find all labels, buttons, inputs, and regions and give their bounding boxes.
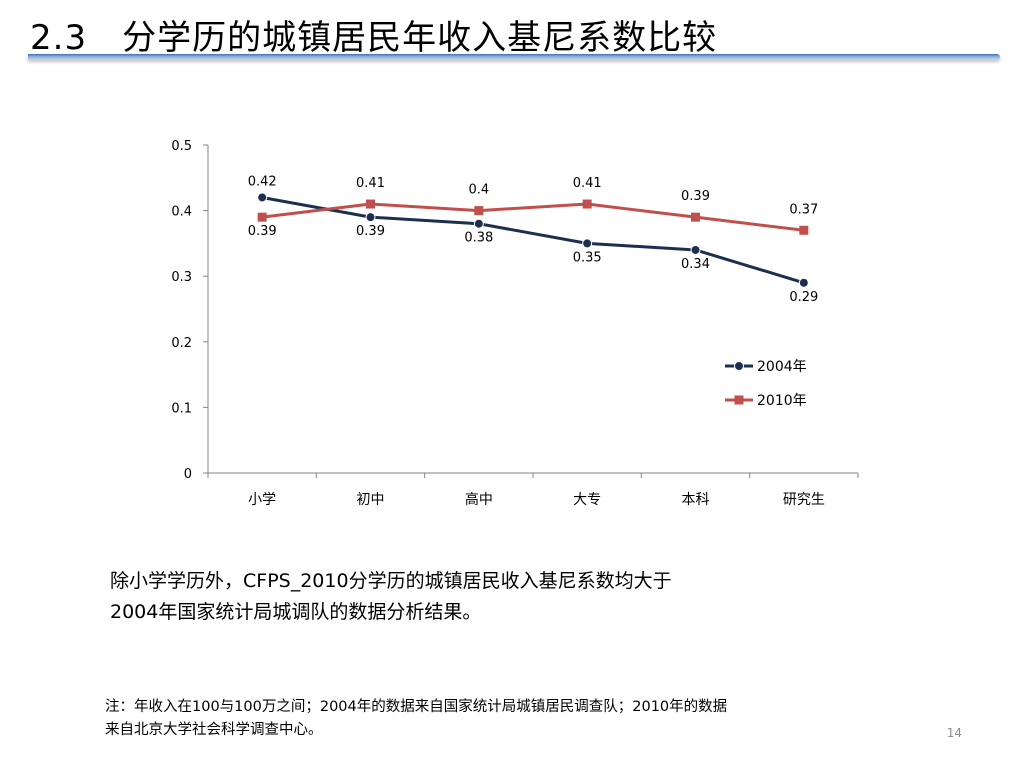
data-point bbox=[798, 277, 809, 288]
x-tick-label: 大专 bbox=[573, 492, 601, 508]
series-line-1 bbox=[261, 196, 805, 285]
gini-line-chart: 0 0.1 0.2 0.3 0.4 0.5 小学 初中 高中 大专 本科 研究生 0.42 0.39 0.3… bbox=[171, 139, 859, 508]
data-point bbox=[365, 212, 376, 223]
data-point bbox=[473, 218, 484, 229]
data-label: 0.38 bbox=[464, 231, 493, 246]
data-label: 0.4 bbox=[468, 183, 489, 198]
y-tick-label: 0.2 bbox=[171, 336, 192, 351]
data-label: 0.41 bbox=[356, 176, 385, 191]
x-tick-label: 研究生 bbox=[783, 492, 825, 508]
y-tick-label: 0.3 bbox=[171, 270, 192, 285]
summary-text: 除小学学历外，CFPS_2010分学历的城镇居民收入基尼系数均大于 2004年国… bbox=[110, 566, 890, 628]
data-point bbox=[691, 212, 700, 222]
data-point bbox=[582, 238, 593, 249]
series-line-2 bbox=[261, 202, 805, 232]
data-point bbox=[799, 225, 809, 235]
summary-line-1: 除小学学历外，CFPS_2010分学历的城镇居民收入基尼系数均大于 bbox=[110, 570, 672, 592]
data-label: 0.35 bbox=[573, 250, 602, 265]
y-tick-label: 0.5 bbox=[171, 139, 192, 154]
legend-marker bbox=[734, 361, 744, 371]
data-label: 0.37 bbox=[789, 202, 818, 217]
y-tick-label: 0.1 bbox=[171, 401, 192, 416]
page-number: 14 bbox=[946, 726, 962, 740]
legend-marker bbox=[734, 395, 744, 405]
y-tick-label: 0 bbox=[184, 467, 192, 482]
legend-label: 2010年 bbox=[757, 393, 807, 409]
data-label: 0.39 bbox=[681, 189, 710, 204]
summary-line-2: 2004年国家统计局城调队的数据分析结果。 bbox=[110, 601, 482, 623]
footnote-line-1: 注：年收入在100与100万之间；2004年的数据来自国家统计局城镇居民调查队；… bbox=[105, 699, 728, 715]
data-label: 0.39 bbox=[356, 224, 385, 239]
data-point bbox=[582, 199, 592, 209]
data-point bbox=[474, 206, 484, 216]
footnote-line-2: 来自北京大学社会科学调查中心。 bbox=[105, 722, 323, 738]
footnote: 注：年收入在100与100万之间；2004年的数据来自国家统计局城镇居民调查队；… bbox=[105, 696, 945, 742]
x-tick-label: 小学 bbox=[248, 492, 276, 508]
y-tick-label: 0.4 bbox=[171, 205, 192, 220]
data-label: 0.41 bbox=[573, 176, 602, 191]
legend-label: 2004年 bbox=[757, 359, 807, 375]
data-point bbox=[257, 192, 268, 203]
data-label: 0.29 bbox=[789, 290, 818, 305]
data-point bbox=[690, 244, 701, 255]
slide-title: 2.3 分学历的城镇居民年收入基尼系数比较 bbox=[30, 18, 718, 58]
x-tick-label: 高中 bbox=[465, 491, 493, 508]
x-tick-label: 本科 bbox=[682, 492, 710, 508]
data-label: 0.42 bbox=[248, 174, 277, 189]
data-point bbox=[366, 199, 375, 209]
data-point bbox=[257, 212, 267, 222]
x-tick-label: 初中 bbox=[357, 491, 385, 508]
data-label: 0.34 bbox=[681, 257, 710, 272]
title-underline bbox=[28, 54, 1000, 60]
data-label: 0.39 bbox=[248, 224, 277, 239]
